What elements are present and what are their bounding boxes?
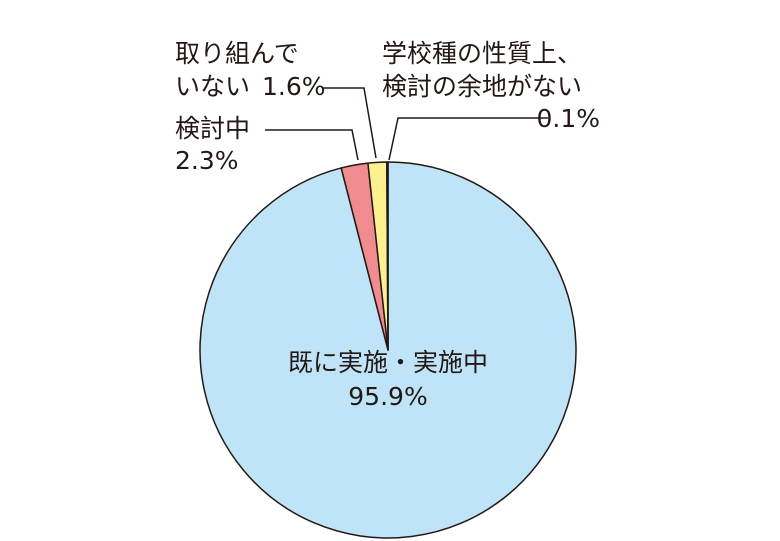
- value-label: 0.1%: [536, 104, 600, 133]
- leader-line: [265, 129, 359, 161]
- slice-label: 取り組んで: [175, 39, 299, 68]
- leader-line: [388, 117, 548, 161]
- value-label: 95.9%: [348, 382, 427, 411]
- slice-label: いない: [175, 72, 250, 101]
- leader-line: [322, 87, 377, 159]
- value-label: 2.3%: [175, 146, 239, 175]
- pie: [199, 161, 577, 539]
- value-label: 1.6%: [262, 72, 326, 101]
- slice-label: 検討の余地がない: [382, 72, 582, 101]
- slice-label: 学校種の性質上、: [382, 39, 582, 68]
- pie-slice: [386, 161, 389, 351]
- slice-label: 既に実施・実施中: [288, 348, 488, 377]
- slice-label: 検討中: [175, 114, 250, 143]
